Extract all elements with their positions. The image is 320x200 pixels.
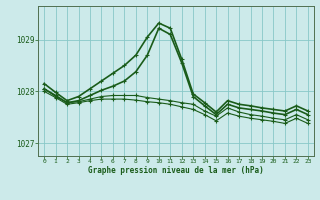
X-axis label: Graphe pression niveau de la mer (hPa): Graphe pression niveau de la mer (hPa) bbox=[88, 166, 264, 175]
